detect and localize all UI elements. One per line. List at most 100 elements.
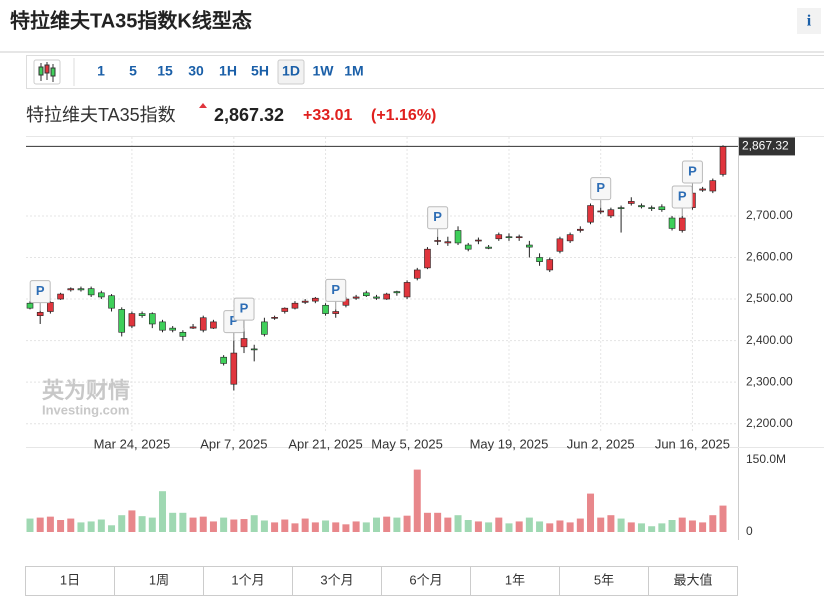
volume-bar <box>159 491 166 532</box>
volume-bar <box>720 506 727 532</box>
candle-body <box>119 309 125 332</box>
interval-button[interactable]: 1H <box>219 63 237 79</box>
range-button[interactable]: 5年 <box>594 572 614 587</box>
volume-bar <box>618 519 625 532</box>
quote-change-pct: (+1.16%) <box>371 107 436 124</box>
interval-button[interactable]: 30 <box>188 63 204 79</box>
candle-body <box>231 353 237 384</box>
candle-body <box>720 146 726 174</box>
volume-bar <box>679 518 686 532</box>
volume-bar <box>230 520 237 532</box>
candle-body <box>210 322 216 328</box>
candle-body <box>333 312 339 314</box>
range-button[interactable]: 最大值 <box>673 572 712 587</box>
candle-body <box>679 218 685 230</box>
volume-bar <box>658 523 665 532</box>
volume-bar <box>363 522 370 532</box>
candle-body <box>486 247 492 248</box>
marker-label[interactable]: P <box>688 163 697 178</box>
candle-body <box>710 181 716 191</box>
candle-body <box>414 270 420 278</box>
candle-body <box>353 297 359 298</box>
candle-body <box>638 206 644 207</box>
volume-bar <box>118 515 125 532</box>
interval-button[interactable]: 5H <box>251 63 269 79</box>
title: 特拉维夫TA35指数K线型态 <box>10 8 252 32</box>
interval-button[interactable]: 1 <box>97 63 105 79</box>
volume-bar <box>526 518 533 532</box>
marker-label[interactable]: P <box>596 180 605 195</box>
candle-body <box>404 282 410 297</box>
volume-bar <box>261 520 268 532</box>
volume-bar <box>179 513 186 532</box>
volume-bar <box>251 515 258 532</box>
range-button[interactable]: 1日 <box>60 572 80 587</box>
x-tick-label: May 5, 2025 <box>371 436 443 451</box>
range-button[interactable]: 6个月 <box>409 572 442 587</box>
volume-bar <box>628 522 635 532</box>
candle-body <box>475 240 481 241</box>
volume-bar <box>638 523 645 532</box>
interval-button[interactable]: 5 <box>129 63 137 79</box>
range-button[interactable]: 1年 <box>505 572 525 587</box>
volume-bar <box>669 520 676 532</box>
interval-button[interactable]: 1W <box>313 63 335 79</box>
volume-bar <box>139 516 146 532</box>
volume-bar <box>353 521 360 532</box>
x-tick-label: Mar 24, 2025 <box>94 436 171 451</box>
candle-body <box>445 242 451 243</box>
marker-label[interactable]: P <box>678 188 687 203</box>
toolbar <box>27 56 824 89</box>
x-tick-label: Jun 2, 2025 <box>567 436 635 451</box>
candle-body <box>98 293 104 297</box>
x-tick-label: Apr 7, 2025 <box>200 436 267 451</box>
candle-body <box>139 314 145 316</box>
range-button[interactable]: 3个月 <box>320 572 353 587</box>
volume-bar <box>27 519 34 532</box>
candle-body <box>374 297 380 298</box>
marker-label[interactable]: P <box>36 283 45 298</box>
volume-bar <box>434 513 441 532</box>
quote-price: 2,867.32 <box>214 105 284 125</box>
volume-bar <box>190 518 197 532</box>
volume-bar <box>444 518 451 532</box>
candle-body <box>190 327 196 328</box>
volume-bar <box>373 518 380 532</box>
volume-bar <box>88 521 95 532</box>
volume-bar <box>67 519 74 532</box>
candle-body <box>241 339 247 347</box>
marker-label[interactable]: P <box>331 282 340 297</box>
candle-body <box>384 294 390 299</box>
range-button[interactable]: 1周 <box>149 572 169 587</box>
info-icon[interactable]: i <box>807 13 812 30</box>
candle-body <box>261 322 267 334</box>
interval-button[interactable]: 15 <box>157 63 173 79</box>
y-tick-label: 2,200.00 <box>746 416 793 430</box>
candle-body <box>68 289 74 290</box>
candle-body <box>526 245 532 247</box>
volume-bar <box>699 522 706 532</box>
interval-button[interactable]: 1D <box>282 63 300 79</box>
candle-body <box>159 322 165 330</box>
volume-tick-label: 150.0M <box>746 452 786 466</box>
candle-body <box>516 237 522 238</box>
candle-body <box>200 318 206 330</box>
volume-bar <box>312 522 319 532</box>
candle-body <box>180 332 186 336</box>
marker-label[interactable]: P <box>433 209 442 224</box>
volume-tick-label: 0 <box>746 524 753 538</box>
volume-bar <box>322 520 329 532</box>
y-tick-label: 2,700.00 <box>746 208 793 222</box>
volume-bar <box>475 521 482 532</box>
range-button[interactable]: 1个月 <box>231 572 264 587</box>
volume-bar <box>516 521 523 532</box>
watermark-site: Investing.com <box>42 402 129 417</box>
x-tick-label: Jun 16, 2025 <box>655 436 730 451</box>
candle-icon <box>39 62 55 82</box>
marker-label[interactable]: P <box>240 301 249 316</box>
volume-bar <box>495 518 502 532</box>
volume-bar <box>291 523 298 532</box>
interval-button[interactable]: 1M <box>344 63 363 79</box>
candle-body <box>323 305 329 313</box>
volume-bar <box>128 510 135 532</box>
